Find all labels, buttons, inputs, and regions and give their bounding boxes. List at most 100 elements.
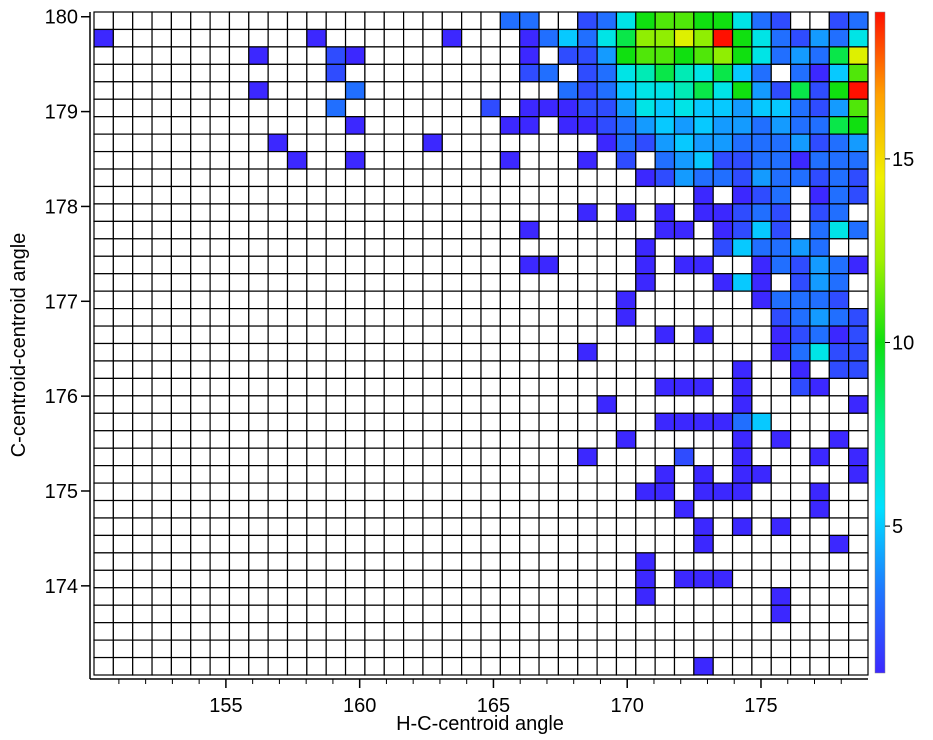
empty-cell (190, 465, 211, 484)
empty-cell (306, 150, 327, 170)
empty-cell (93, 656, 114, 676)
cell (635, 255, 656, 275)
empty-cell (209, 639, 231, 659)
empty-cell (306, 552, 327, 571)
empty-cell (383, 360, 405, 379)
empty-cell (190, 482, 211, 502)
empty-cell (286, 81, 308, 100)
empty-cell (461, 28, 482, 48)
empty-cell (422, 604, 443, 624)
empty-cell (364, 81, 385, 100)
cell (731, 360, 753, 379)
empty-cell (209, 168, 231, 188)
empty-cell (228, 412, 250, 432)
empty-cell (383, 116, 405, 135)
empty-cell (306, 517, 327, 537)
empty-cell (654, 395, 676, 414)
empty-cell (93, 98, 114, 118)
empty-cell (635, 465, 656, 484)
empty-cell (248, 622, 269, 641)
empty-cell (654, 569, 676, 589)
cell (770, 133, 792, 153)
colorbar-tick-label: 10 (892, 333, 914, 355)
empty-cell (344, 395, 366, 414)
empty-cell (770, 482, 792, 502)
empty-cell (461, 587, 482, 606)
empty-cell (519, 569, 540, 589)
empty-cell (654, 552, 676, 571)
cell (731, 412, 753, 432)
empty-cell (789, 622, 811, 641)
empty-cell (93, 168, 114, 188)
cell (693, 569, 714, 589)
empty-cell (286, 430, 308, 449)
empty-cell (132, 499, 153, 519)
empty-cell (499, 360, 521, 379)
empty-cell (461, 133, 482, 153)
empty-cell (422, 534, 443, 554)
empty-cell (635, 447, 656, 467)
empty-cell (557, 238, 579, 257)
empty-cell (170, 308, 192, 327)
cell (848, 342, 869, 362)
cell (635, 46, 656, 65)
empty-cell (422, 622, 443, 641)
cell (615, 81, 637, 100)
empty-cell (519, 622, 540, 641)
empty-cell (499, 569, 521, 589)
empty-cell (751, 325, 772, 345)
cell (635, 238, 656, 257)
empty-cell (654, 255, 676, 275)
empty-cell (286, 342, 308, 362)
empty-cell (848, 290, 869, 310)
empty-cell (248, 534, 269, 554)
empty-cell (635, 412, 656, 432)
empty-cell (190, 656, 211, 676)
cell (693, 81, 714, 100)
empty-cell (480, 360, 501, 379)
empty-cell (325, 482, 347, 502)
empty-cell (480, 238, 501, 257)
empty-cell (209, 220, 231, 240)
empty-cell (577, 377, 598, 397)
empty-cell (441, 656, 463, 676)
empty-cell (344, 587, 366, 606)
empty-cell (480, 150, 501, 170)
empty-cell (151, 587, 173, 606)
empty-cell (422, 656, 443, 676)
cell (731, 238, 753, 257)
empty-cell (538, 133, 559, 153)
empty-cell (364, 482, 385, 502)
empty-cell (441, 482, 463, 502)
empty-cell (190, 587, 211, 606)
cell (770, 11, 792, 31)
empty-cell (441, 308, 463, 327)
empty-cell (789, 412, 811, 432)
cell (615, 203, 637, 222)
empty-cell (248, 203, 269, 222)
empty-cell (848, 238, 869, 257)
empty-cell (248, 63, 269, 83)
cell (809, 150, 830, 170)
empty-cell (151, 360, 173, 379)
empty-cell (364, 133, 385, 153)
cell (848, 28, 869, 48)
empty-cell (383, 587, 405, 606)
cell (693, 168, 714, 188)
empty-cell (461, 168, 482, 188)
empty-cell (731, 552, 753, 571)
cell (848, 308, 869, 327)
empty-cell (422, 482, 443, 502)
empty-cell (712, 255, 734, 275)
cell (751, 220, 772, 240)
empty-cell (751, 639, 772, 659)
empty-cell (209, 395, 231, 414)
cell (770, 255, 792, 275)
cell (731, 447, 753, 467)
empty-cell (228, 587, 250, 606)
empty-cell (228, 430, 250, 449)
empty-cell (693, 447, 714, 467)
empty-cell (286, 185, 308, 205)
empty-cell (441, 325, 463, 345)
empty-cell (712, 342, 734, 362)
